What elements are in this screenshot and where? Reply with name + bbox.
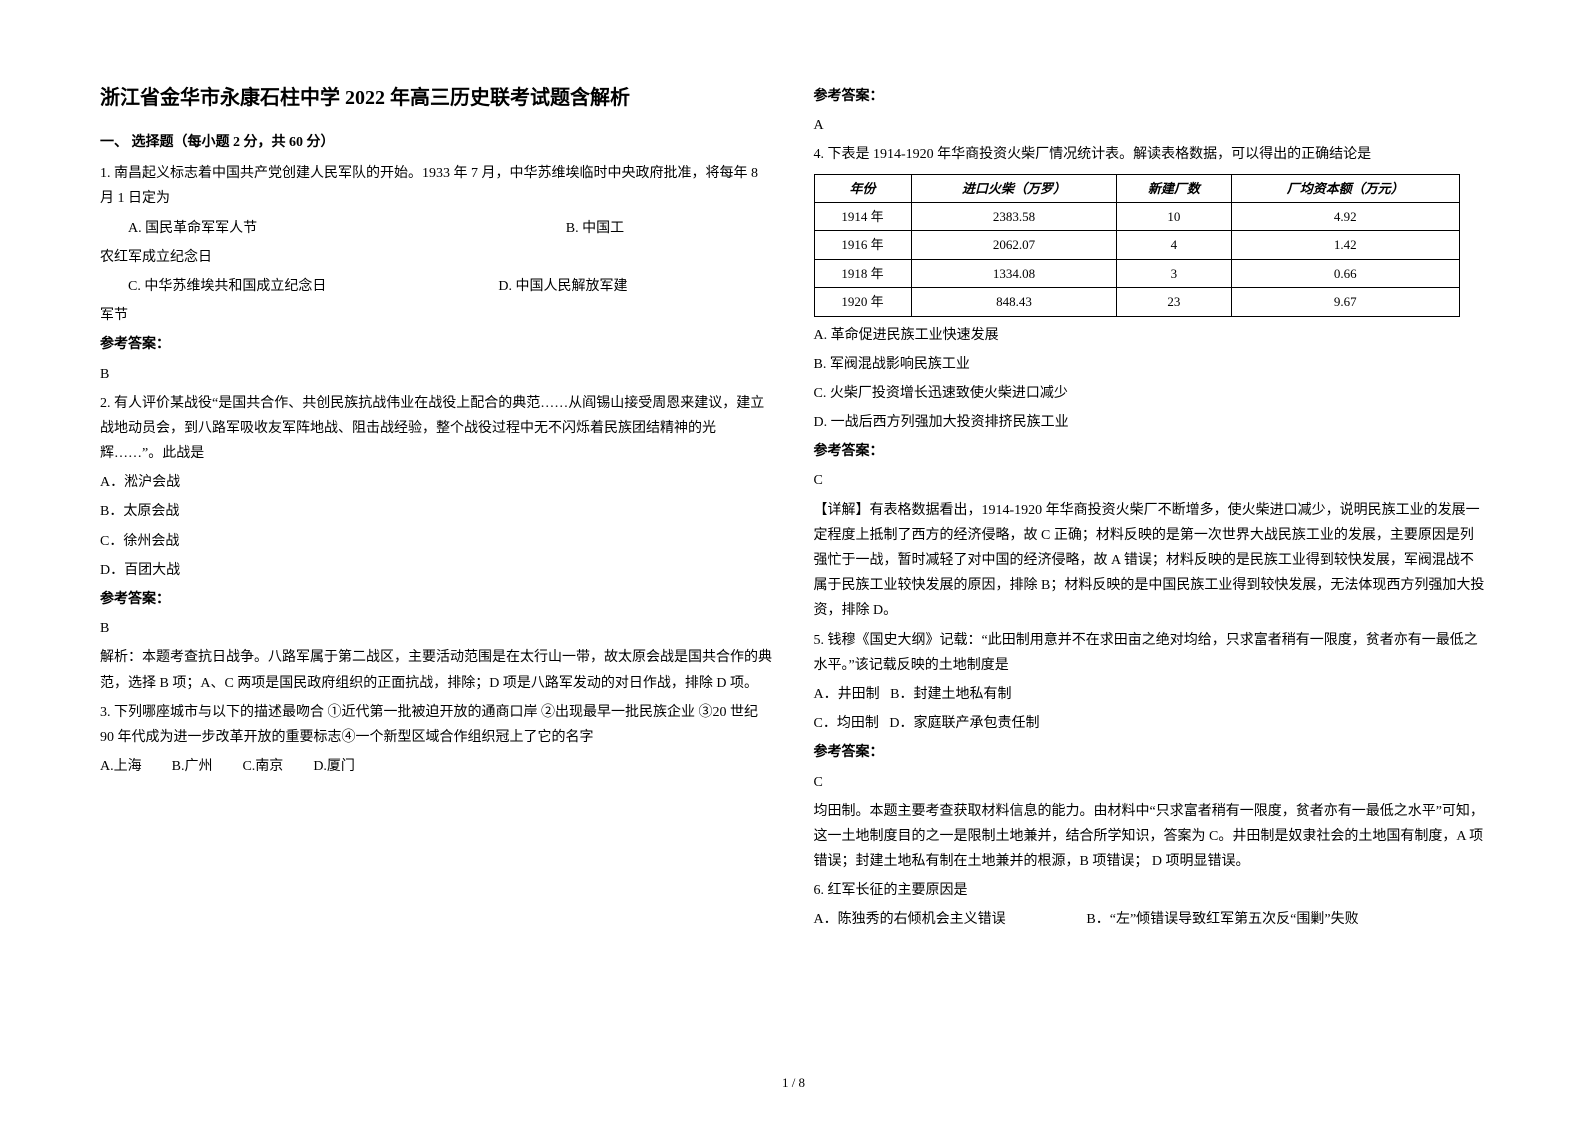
q4-table: 年份 进口火柴（万罗） 新建厂数 厂均资本额（万元） 1914 年 2383.5… [814,174,1461,317]
table-row: 1914 年 2383.58 10 4.92 [814,202,1460,230]
q1-stem: 1. 南昌起义标志着中国共产党创建人民军队的开始。1933 年 7 月，中华苏维… [100,161,774,211]
q4-ans: C [814,468,1488,493]
table-row: 1920 年 848.43 23 9.67 [814,288,1460,316]
table-row: 1918 年 1334.08 3 0.66 [814,259,1460,287]
q6-row: A．陈独秀的右倾机会主义错误 B．“左”倾错误导致红军第五次反“围剿”失败 [814,907,1488,932]
q1-options-row1: A. 国民革命军军人节 B. 中国工 [100,216,774,241]
q2-d: D．百团大战 [100,558,774,583]
q3-a: A.上海 [100,754,142,779]
q2-ans: B [100,616,774,641]
table-row: 1916 年 2062.07 4 1.42 [814,231,1460,259]
q2-c: C．徐州会战 [100,529,774,554]
q6-b: B．“左”倾错误导致红军第五次反“围剿”失败 [1086,907,1477,932]
page-number: 1 / 8 [782,1071,805,1094]
q1-opt-d-cont: 军节 [100,303,774,328]
q2-a: A．淞沪会战 [100,470,774,495]
q5-ans-label: 参考答案： [814,740,1488,765]
q5-c: C．均田制 [814,716,879,731]
q3-options: A.上海 B.广州 C.南京 D.厦门 [100,754,774,779]
q5-ans: C [814,770,1488,795]
q5-row2: C．均田制 D．家庭联产承包责任制 [814,711,1488,736]
q2-stem: 2. 有人评价某战役“是国共合作、共创民族抗战伟业在战役上配合的典范……从阎锡山… [100,391,774,467]
q4-c: C. 火柴厂投资增长迅速致使火柴进口减少 [814,381,1488,406]
q4-b: B. 军阀混战影响民族工业 [814,352,1488,377]
q1-opt-a: A. 国民革命军军人节 [100,216,538,241]
q3-b: B.广州 [172,754,213,779]
th-2: 新建厂数 [1117,174,1231,202]
right-column: 参考答案： A 4. 下表是 1914-1920 年华商投资火柴厂情况统计表。解… [814,80,1488,1092]
q3-c: C.南京 [242,754,283,779]
q1-ans: B [100,362,774,387]
doc-title: 浙江省金华市永康石柱中学 2022 年高三历史联考试题含解析 [100,80,774,116]
q1-ans-label: 参考答案： [100,332,774,357]
q4-a: A. 革命促进民族工业快速发展 [814,323,1488,348]
q3-ans: A [814,113,1488,138]
q2-exp: 解析：本题考查抗日战争。八路军属于第二战区，主要活动范围是在太行山一带，故太原会… [100,645,774,695]
table-header-row: 年份 进口火柴（万罗） 新建厂数 厂均资本额（万元） [814,174,1460,202]
q4-d: D. 一战后西方列强加大投资排挤民族工业 [814,410,1488,435]
left-column: 浙江省金华市永康石柱中学 2022 年高三历史联考试题含解析 一、 选择题（每小… [100,80,774,1092]
th-3: 厂均资本额（万元） [1231,174,1460,202]
q4-ans-label: 参考答案： [814,439,1488,464]
q1-opt-b-start: B. 中国工 [538,216,774,241]
q5-d: D．家庭联产承包责任制 [889,716,1039,731]
q2-b: B．太原会战 [100,499,774,524]
q3-d: D.厦门 [313,754,355,779]
q6-stem: 6. 红军长征的主要原因是 [814,878,1488,903]
q3-ans-label: 参考答案： [814,84,1488,109]
q4-exp: 【详解】有表格数据看出，1914-1920 年华商投资火柴厂不断增多，使火柴进口… [814,498,1488,624]
q3-stem: 3. 下列哪座城市与以下的描述最吻合 ①近代第一批被迫开放的通商口岸 ②出现最早… [100,700,774,750]
q1-opt-c: C. 中华苏维埃共和国成立纪念日 [100,274,470,299]
q5-a: A．井田制 [814,687,880,702]
q1-opt-b-cont: 农红军成立纪念日 [100,245,774,270]
q1-options-row2: C. 中华苏维埃共和国成立纪念日 D. 中国人民解放军建 [100,274,774,299]
q1-opt-d-start: D. 中国人民解放军建 [470,274,773,299]
table-body: 1914 年 2383.58 10 4.92 1916 年 2062.07 4 … [814,202,1460,316]
q2-ans-label: 参考答案： [100,587,774,612]
section-heading: 一、 选择题（每小题 2 分，共 60 分） [100,130,774,155]
q5-exp: 均田制。本题主要考查获取材料信息的能力。由材料中“只求富者稍有一限度，贫者亦有一… [814,799,1488,875]
q5-row1: A．井田制 B．封建土地私有制 [814,682,1488,707]
q4-stem: 4. 下表是 1914-1920 年华商投资火柴厂情况统计表。解读表格数据，可以… [814,142,1488,167]
q5-stem: 5. 钱穆《国史大纲》记载：“此田制用意并不在求田亩之绝对均给，只求富者稍有一限… [814,628,1488,678]
q5-b: B．封建土地私有制 [890,687,1011,702]
th-1: 进口火柴（万罗） [911,174,1117,202]
th-0: 年份 [814,174,911,202]
q6-a: A．陈独秀的右倾机会主义错误 [814,907,1083,932]
